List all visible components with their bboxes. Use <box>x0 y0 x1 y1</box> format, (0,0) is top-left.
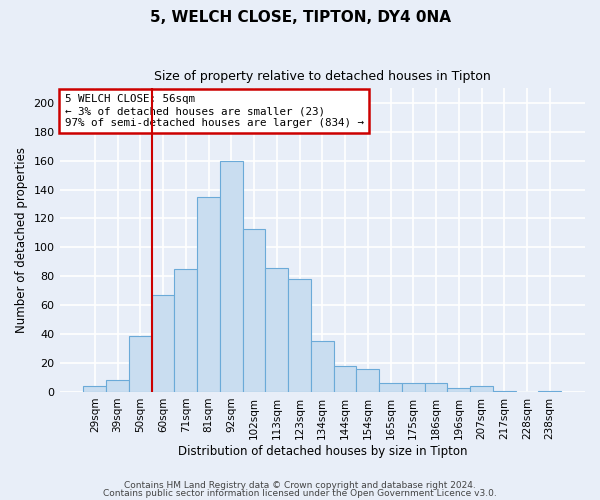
Bar <box>83 386 106 392</box>
Title: Size of property relative to detached houses in Tipton: Size of property relative to detached ho… <box>154 70 491 83</box>
Bar <box>106 380 129 392</box>
Bar <box>129 336 152 392</box>
Bar <box>356 369 379 392</box>
Bar <box>242 228 265 392</box>
Bar <box>288 279 311 392</box>
Bar <box>379 384 402 392</box>
Text: 5 WELCH CLOSE: 56sqm
← 3% of detached houses are smaller (23)
97% of semi-detach: 5 WELCH CLOSE: 56sqm ← 3% of detached ho… <box>65 94 364 128</box>
Bar <box>311 342 334 392</box>
Bar <box>220 160 242 392</box>
Text: 5, WELCH CLOSE, TIPTON, DY4 0NA: 5, WELCH CLOSE, TIPTON, DY4 0NA <box>149 10 451 25</box>
Bar <box>470 386 493 392</box>
Bar <box>493 390 515 392</box>
Bar <box>448 388 470 392</box>
Bar <box>197 197 220 392</box>
Text: Contains HM Land Registry data © Crown copyright and database right 2024.: Contains HM Land Registry data © Crown c… <box>124 481 476 490</box>
Bar <box>538 390 561 392</box>
Bar <box>334 366 356 392</box>
Bar <box>402 384 425 392</box>
Bar <box>152 295 175 392</box>
Bar <box>175 269 197 392</box>
Y-axis label: Number of detached properties: Number of detached properties <box>15 147 28 333</box>
Text: Contains public sector information licensed under the Open Government Licence v3: Contains public sector information licen… <box>103 488 497 498</box>
Bar <box>265 268 288 392</box>
X-axis label: Distribution of detached houses by size in Tipton: Distribution of detached houses by size … <box>178 444 467 458</box>
Bar <box>425 384 448 392</box>
